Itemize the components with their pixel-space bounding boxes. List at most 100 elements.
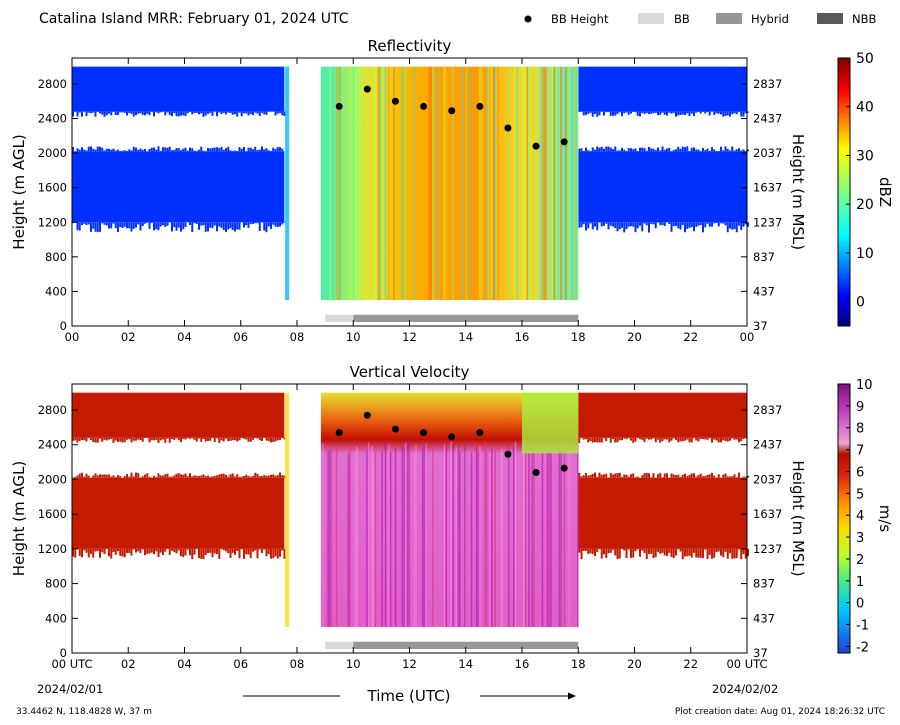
x-tick-label: 12 [402, 330, 417, 344]
x-tick-label: 04 [177, 330, 192, 344]
figure-title: Catalina Island MRR: February 01, 2024 U… [39, 11, 349, 27]
y-tick-label: 2800 [38, 77, 67, 91]
x-tick-label: 14 [458, 330, 473, 344]
y-tick-label: 400 [45, 284, 67, 298]
legend-bb-height-marker [524, 15, 532, 23]
bb-height-point [335, 102, 343, 110]
x-tick-label: 08 [290, 330, 305, 344]
y2-tick-label: 437 [753, 284, 775, 298]
bb-height-point [560, 464, 568, 472]
y2-tick-label: 1637 [753, 507, 782, 521]
x-tick-label: 06 [233, 657, 248, 671]
y2-tick-label: 37 [753, 646, 768, 660]
x-tick-label: 00 [740, 330, 755, 344]
creation-date: Plot creation date: Aug 01, 2024 18:26:3… [675, 707, 885, 717]
bb-height-point [504, 450, 512, 458]
bb-type-bar [353, 314, 579, 322]
bb-type-bar [325, 641, 354, 649]
colorbar-tick-label: 10 [856, 378, 873, 393]
colorbar-tick-label: 10 [856, 246, 874, 262]
y-tick-label: 1600 [38, 507, 67, 521]
y-tick-label: 1200 [38, 542, 67, 556]
y2-axis-label: Height (m MSL) [789, 460, 807, 576]
y2-tick-label: 2037 [753, 146, 782, 160]
legend-nbb-swatch [817, 13, 843, 24]
colorbar-tick-label: 4 [856, 509, 864, 524]
x-tick-label: 12 [402, 657, 417, 671]
bb-height-point [363, 85, 371, 93]
colorbar-tick-label: 0 [856, 295, 865, 311]
colorbar-label: dBZ [876, 177, 894, 207]
bb-height-point [335, 429, 343, 437]
start-date: 2024/02/01 [37, 682, 103, 696]
bb-height-point [532, 142, 540, 150]
bb-height-point [504, 124, 512, 132]
bb-height-point [532, 469, 540, 477]
y2-tick-label: 37 [753, 319, 768, 333]
y2-tick-label: 437 [753, 611, 775, 625]
panel-title: Reflectivity [368, 37, 452, 55]
colorbar-tick-label: 9 [856, 400, 864, 415]
y-axis-label: Height (m AGL) [10, 134, 28, 249]
y2-tick-label: 2437 [753, 112, 782, 126]
y-tick-label: 1200 [38, 215, 67, 229]
bb-height-point [391, 97, 399, 105]
y-tick-label: 400 [45, 611, 67, 625]
colorbar-tick-label: 7 [856, 444, 864, 459]
legend-label: BB Height [551, 12, 609, 26]
x-tick-label: 22 [683, 657, 698, 671]
legend-hybrid-swatch [716, 13, 742, 24]
y-tick-label: 2400 [38, 438, 67, 452]
bb-height-point [448, 433, 456, 441]
colorbar-tick-label: 3 [856, 531, 864, 546]
heatmap-area [72, 392, 749, 627]
colorbar-tick-label: 0 [856, 597, 864, 612]
legend-label: BB [674, 12, 690, 26]
x-tick-label: 18 [571, 657, 586, 671]
heatmap-area [72, 66, 749, 301]
x-tick-label: 10 [346, 657, 361, 671]
bb-type-bar [353, 641, 579, 649]
x-axis-label: Time (UTC) [367, 687, 451, 705]
colorbar-label: m/s [876, 505, 894, 533]
legend-bb-swatch [638, 13, 664, 24]
x-tick-label: 02 [121, 330, 136, 344]
x-tick-label: 00 UTC [726, 657, 767, 671]
y-axis-label: Height (m AGL) [10, 461, 28, 576]
bb-height-point [448, 107, 456, 115]
x-tick-label: 00 UTC [51, 657, 92, 671]
y2-tick-label: 2437 [753, 438, 782, 452]
x-tick-label: 08 [290, 657, 305, 671]
y2-tick-label: 837 [753, 250, 775, 264]
y-tick-label: 2000 [38, 146, 67, 160]
x-tick-label: 06 [233, 330, 248, 344]
x-tick-label: 16 [515, 657, 530, 671]
y2-tick-label: 1237 [753, 215, 782, 229]
bb-height-point [391, 425, 399, 433]
bb-height-point [363, 411, 371, 419]
y2-tick-label: 2037 [753, 472, 782, 486]
colorbar-tick-label: 5 [856, 487, 864, 502]
x-tick-label: 16 [515, 330, 530, 344]
bb-height-point [420, 102, 428, 110]
colorbar-tick-label: 1 [856, 575, 864, 590]
bb-height-point [560, 138, 568, 146]
colorbar [837, 383, 851, 654]
panel-title: Vertical Velocity [350, 363, 470, 381]
y-tick-label: 1600 [38, 181, 67, 195]
colorbar [837, 57, 851, 327]
end-date: 2024/02/02 [712, 682, 778, 696]
bb-height-point [476, 429, 484, 437]
colorbar-tick-label: 8 [856, 422, 864, 437]
x-tick-label: 18 [571, 330, 586, 344]
x-tick-label: 04 [177, 657, 192, 671]
colorbar-tick-label: 6 [856, 465, 864, 480]
colorbar-tick-label: 40 [856, 100, 874, 116]
bb-height-point [476, 102, 484, 110]
y-tick-label: 2400 [38, 112, 67, 126]
y-tick-label: 0 [60, 319, 67, 333]
colorbar-tick-label: 2 [856, 553, 864, 568]
y2-axis-label: Height (m MSL) [789, 134, 807, 250]
